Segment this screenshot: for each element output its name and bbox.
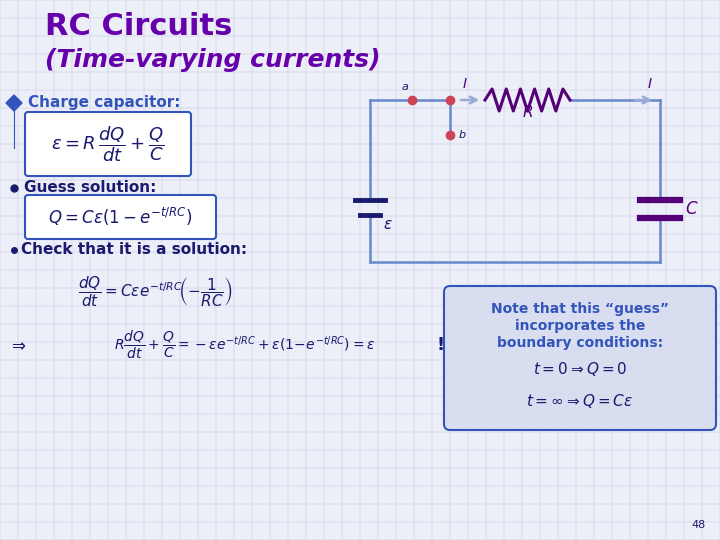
Text: boundary conditions:: boundary conditions: — [497, 336, 663, 350]
Text: I: I — [648, 77, 652, 91]
Text: $Q = C\varepsilon(1 - e^{-t/RC})$: $Q = C\varepsilon(1 - e^{-t/RC})$ — [48, 206, 192, 228]
Text: RC Circuits: RC Circuits — [45, 12, 233, 41]
Text: C: C — [685, 200, 697, 218]
Text: b: b — [459, 130, 466, 140]
Text: a: a — [402, 82, 408, 92]
Text: Charge capacitor:: Charge capacitor: — [28, 96, 181, 111]
Text: incorporates the: incorporates the — [515, 319, 645, 333]
Text: $\Rightarrow$: $\Rightarrow$ — [8, 336, 27, 354]
Text: $\varepsilon = R\,\dfrac{dQ}{dt} + \dfrac{Q}{C}$: $\varepsilon = R\,\dfrac{dQ}{dt} + \dfra… — [51, 124, 165, 164]
Text: $\mathbf{!}$: $\mathbf{!}$ — [436, 336, 444, 354]
Text: Note that this “guess”: Note that this “guess” — [491, 302, 669, 316]
FancyBboxPatch shape — [444, 286, 716, 430]
Text: 48: 48 — [692, 520, 706, 530]
Text: Check that it is a solution:: Check that it is a solution: — [21, 242, 247, 258]
Text: $t = \infty \Rightarrow Q = C\varepsilon$: $t = \infty \Rightarrow Q = C\varepsilon… — [526, 392, 634, 410]
Text: I: I — [463, 77, 467, 91]
Text: $t = 0 \Rightarrow Q = 0$: $t = 0 \Rightarrow Q = 0$ — [533, 360, 627, 378]
FancyBboxPatch shape — [25, 195, 216, 239]
Text: $R\dfrac{dQ}{dt} + \dfrac{Q}{C} = -\varepsilon e^{-t/RC} + \varepsilon(1\!-\!e^{: $R\dfrac{dQ}{dt} + \dfrac{Q}{C} = -\vare… — [114, 329, 376, 361]
Text: (Time-varying currents): (Time-varying currents) — [45, 48, 380, 72]
Text: R: R — [522, 105, 533, 120]
Text: $\varepsilon$: $\varepsilon$ — [383, 217, 393, 232]
Polygon shape — [6, 95, 22, 111]
Text: $\dfrac{dQ}{dt} = C\varepsilon e^{-t/RC}\!\left(-\dfrac{1}{RC}\right)$: $\dfrac{dQ}{dt} = C\varepsilon e^{-t/RC}… — [78, 275, 233, 309]
Text: Guess solution:: Guess solution: — [24, 180, 156, 195]
FancyBboxPatch shape — [25, 112, 191, 176]
